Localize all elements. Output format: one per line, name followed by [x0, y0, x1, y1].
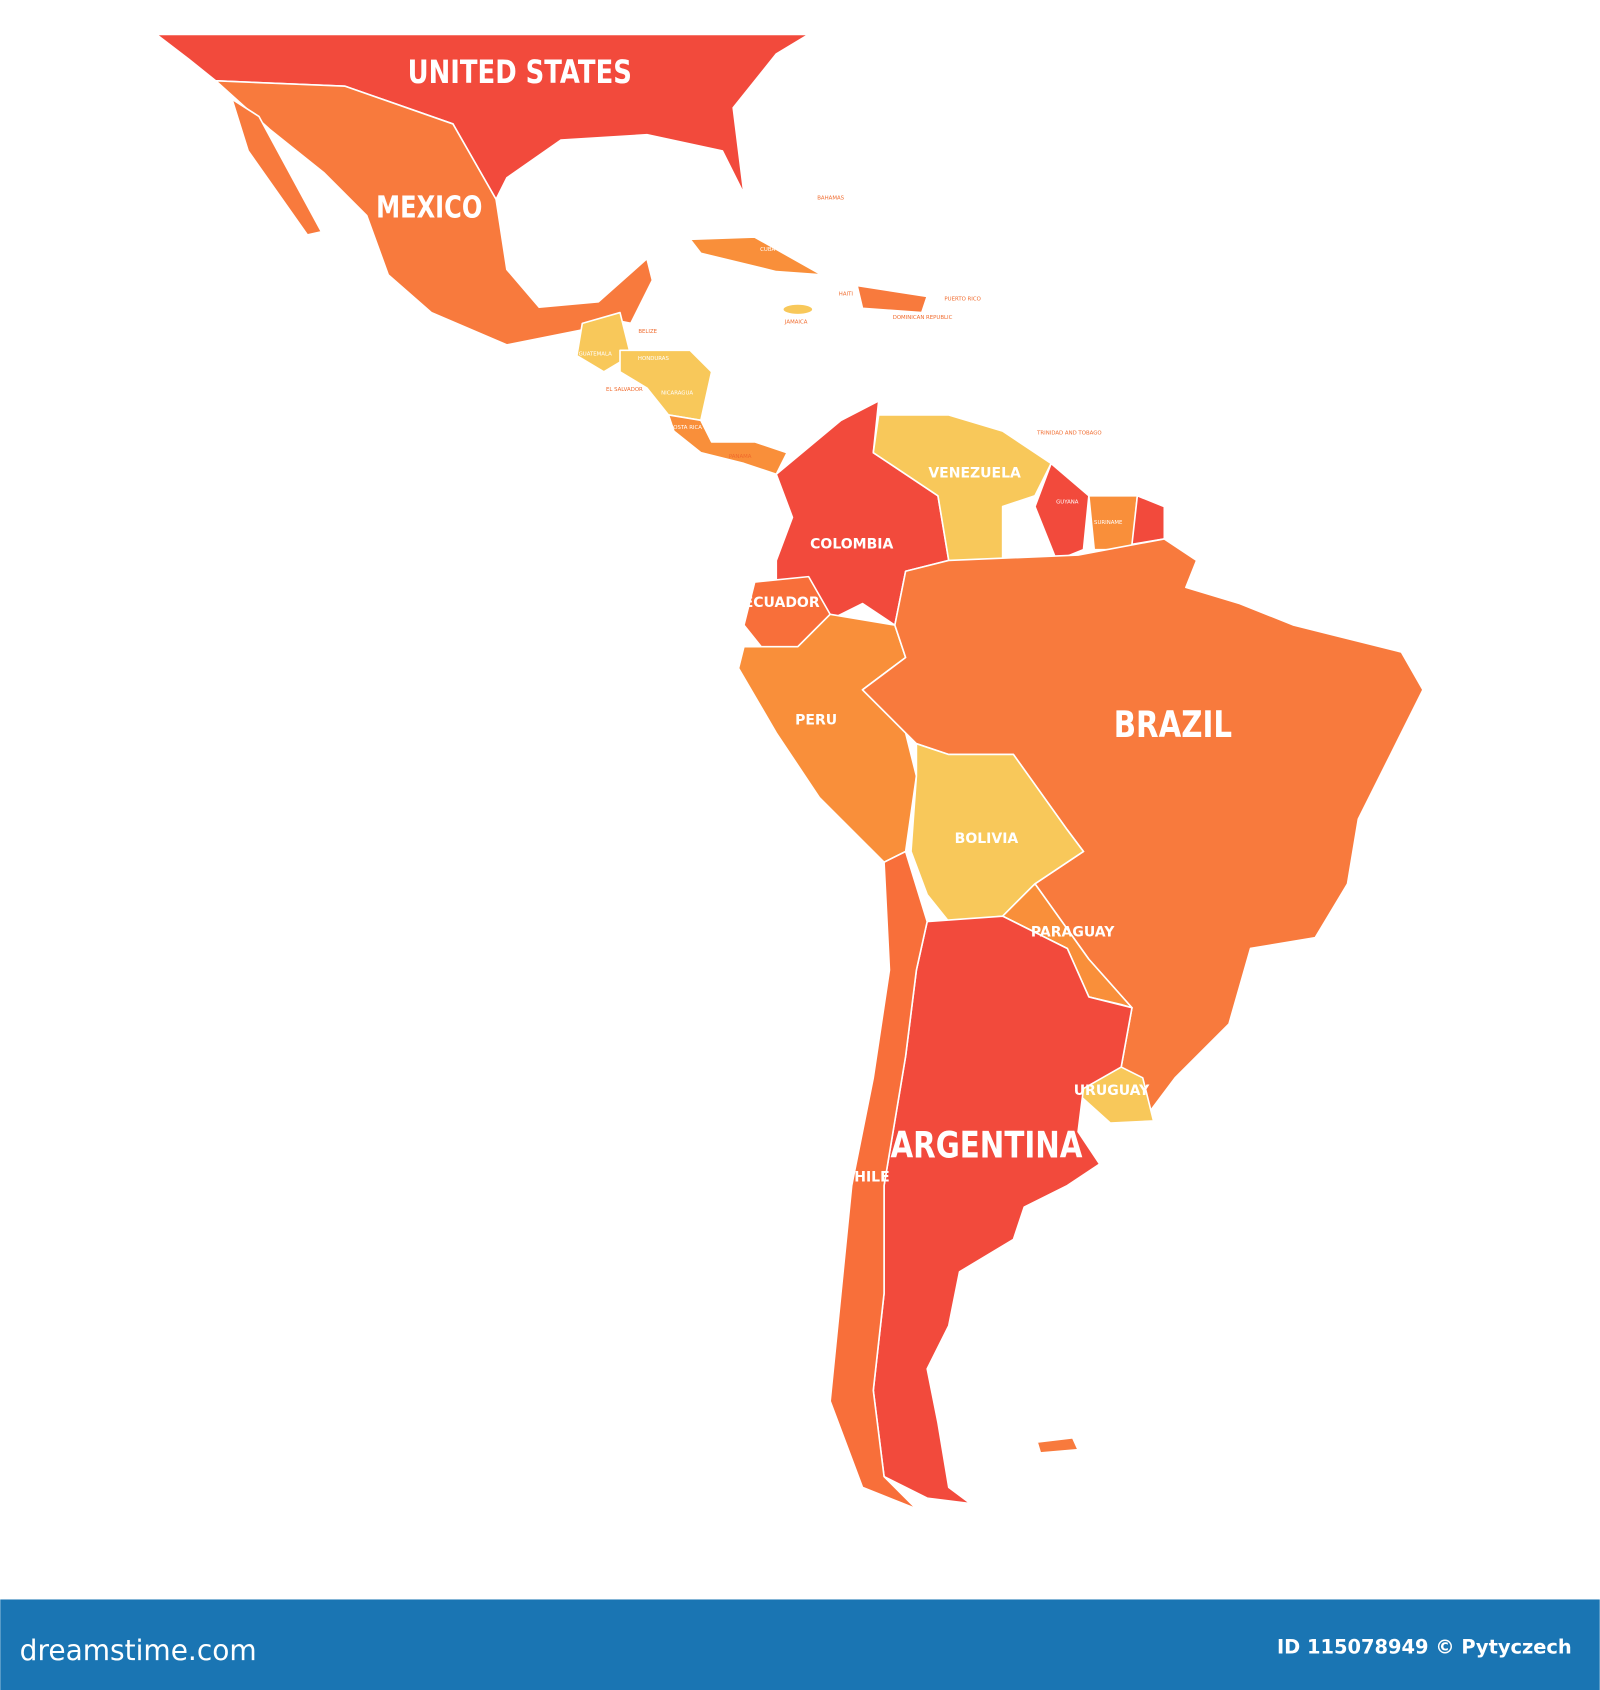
- country-label: HAITI: [839, 291, 854, 297]
- country-shape: [667, 414, 788, 476]
- country-shape: [872, 414, 1052, 573]
- country-label: MEXICO: [376, 191, 482, 225]
- country-label: CHILE: [844, 1169, 890, 1185]
- labels: UNITED STATES MEXICO GUATEMALA HONDURAS …: [376, 53, 1232, 1185]
- country-label: CUBA: [760, 247, 775, 253]
- country-label: BOLIVIA: [955, 831, 1019, 847]
- country-label: ECUADOR: [744, 595, 820, 611]
- country-shape: [861, 538, 1424, 1122]
- country-label: UNITED STATES: [408, 53, 632, 91]
- country-label: VENEZUELA: [928, 465, 1021, 481]
- country-label: PANAMA: [729, 454, 752, 460]
- country-shape: [781, 303, 814, 316]
- country-label: HONDURAS: [638, 356, 670, 362]
- country-label: PUERTO RICO: [944, 297, 980, 303]
- country-label: DOMINICAN REPUBLIC: [893, 315, 953, 321]
- footer-bar: [0, 1599, 1600, 1690]
- footer-credit: ID 115078949 © Pytyczech: [1277, 1635, 1572, 1658]
- country-shape: [231, 98, 323, 236]
- country-label: JAMAICA: [784, 319, 808, 325]
- country-label: GUATEMALA: [579, 352, 612, 358]
- country-label: COSTA RICA: [670, 425, 703, 431]
- country-label: PERU: [795, 712, 837, 728]
- island: [1036, 1436, 1079, 1454]
- country-label: NICARAGUA: [661, 390, 693, 396]
- country-label: COLOMBIA: [810, 537, 893, 553]
- country-label: BAHAMAS: [817, 195, 844, 201]
- country-label: BRAZIL: [1114, 703, 1232, 746]
- footer-site: dreamstime.com: [20, 1634, 257, 1667]
- country-label: URUGUAY: [1074, 1083, 1150, 1099]
- country-shape: [689, 236, 823, 276]
- country-label: BELIZE: [638, 329, 657, 335]
- country-label: GUYANA: [1056, 499, 1079, 505]
- country-label: TRINIDAD AND TOBAGO: [1036, 430, 1102, 436]
- country-shape: [1131, 494, 1166, 546]
- country-shape: [737, 613, 918, 864]
- countries: [155, 33, 1424, 1510]
- country-label: ARGENTINA: [890, 1123, 1082, 1166]
- country-shape: [576, 311, 632, 373]
- country-label: PARAGUAY: [1031, 925, 1115, 941]
- country-shape: [856, 284, 928, 314]
- country-label: SURINAME: [1094, 520, 1123, 526]
- country-label: EL SALVADOR: [606, 387, 643, 393]
- country-shape: [829, 850, 928, 1510]
